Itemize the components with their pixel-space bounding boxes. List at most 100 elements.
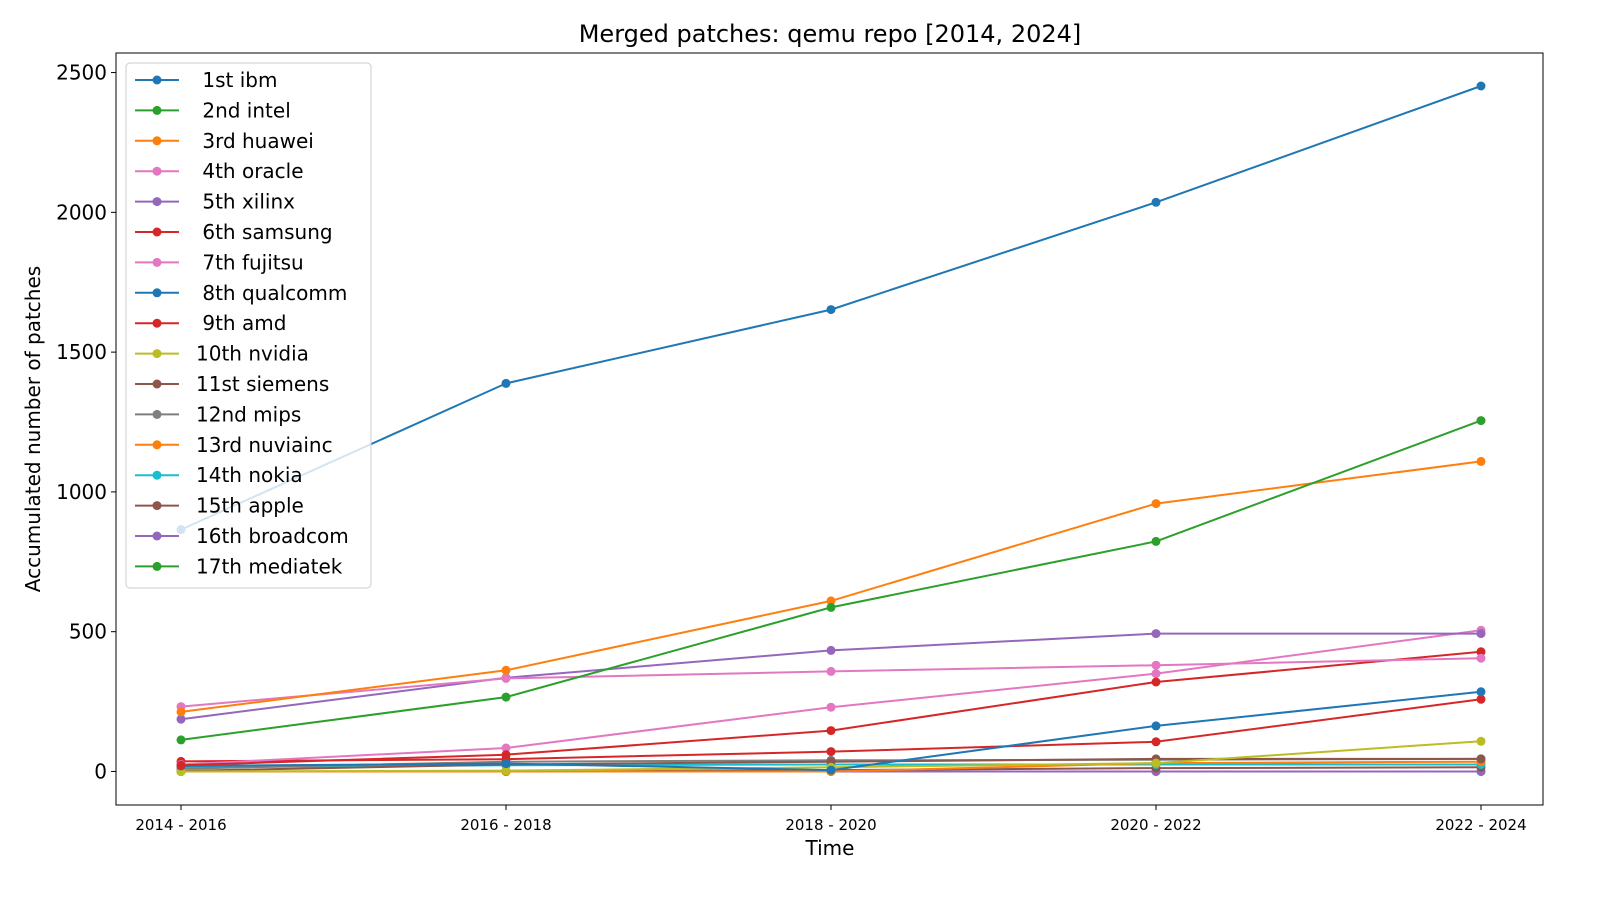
data-point [501,750,511,760]
legend-swatch-marker [152,257,162,267]
legend-label: 14th nokia [196,463,303,487]
y-tick-label: 1500 [56,340,107,364]
data-point [1476,754,1486,764]
y-axis-title: Accumulated number of patches [21,266,45,592]
data-point [176,707,186,717]
legend-label: 15th apple [196,494,304,518]
series-5 [176,647,1486,770]
data-point [1476,647,1486,657]
legend-label: 5th xilinx [196,190,295,214]
data-point [176,714,186,724]
legend-frame [125,62,372,589]
data-point [501,378,511,388]
data-point [1151,721,1161,731]
legend-item: 6th samsung [135,220,333,244]
legend-swatch-marker [152,531,162,541]
series-line [180,419,1482,741]
x-axis-title: Time [805,836,855,860]
legend-item: 4th oracle [135,159,304,183]
legend-item: 14th nokia [135,463,303,487]
y-tick-label: 2500 [56,61,107,85]
data-point [501,692,511,702]
data-point [826,747,836,757]
legend-swatch-marker [152,470,162,480]
legend-item: 15th apple [135,494,304,518]
data-point [1151,197,1161,207]
legend-item: 17th mediatek [135,554,343,578]
data-point [1151,677,1161,687]
data-point [1151,499,1161,509]
legend-label: 4th oracle [196,159,304,183]
legend-item: 5th xilinx [135,190,295,214]
legend-item: 16th broadcom [135,524,349,548]
legend-swatch-marker [152,75,162,85]
legend-item: 11st siemens [135,372,329,396]
legend-label: 17th mediatek [196,554,343,578]
y-tick-label: 0 [94,759,107,783]
legend-label: 16th broadcom [196,524,349,548]
data-point [1476,653,1486,663]
x-tick-label: 2022 - 2024 [1435,816,1526,834]
series-line [180,657,1482,708]
data-point [826,726,836,736]
x-tick-label: 2020 - 2022 [1110,816,1201,834]
legend-swatch-marker [152,561,162,571]
data-point [1476,416,1486,426]
legend-swatch-marker [152,197,162,207]
chart-title: Merged patches: qemu repo [2014, 2024] [579,20,1082,48]
y-tick-label: 2000 [56,200,107,224]
legend-swatch-marker [152,440,162,450]
legend-label: 9th amd [196,311,286,335]
data-point [501,766,511,776]
data-point [826,666,836,676]
legend-item: 9th amd [135,311,286,335]
legend-label: 8th qualcomm [196,281,347,305]
x-tick-label: 2018 - 2020 [785,816,876,834]
data-point [1151,737,1161,747]
data-point [826,602,836,612]
data-point [1151,758,1161,768]
plot-area-frame [115,52,1544,806]
x-tick-label: 2016 - 2018 [460,816,551,834]
data-point [501,759,511,769]
legend-swatch-marker [152,318,162,328]
series-1 [176,416,1486,745]
series-8 [176,694,1486,766]
data-point [826,305,836,315]
legend-label: 1st ibm [196,68,277,92]
legend-label: 11st siemens [196,372,329,396]
series-layer [176,81,1486,776]
legend-label: 10th nvidia [196,342,309,366]
data-point [1151,536,1161,546]
series-2 [176,456,1486,717]
data-point [1151,669,1161,679]
data-point [826,596,836,606]
legend-item: 2nd intel [135,98,291,122]
y-tick-label: 1000 [56,480,107,504]
data-point [1476,629,1486,639]
legend-swatch-marker [152,288,162,298]
legend-swatch-marker [152,501,162,511]
data-point [501,665,511,675]
data-point [1476,694,1486,704]
data-point [1476,456,1486,466]
x-axis: 2014 - 2016 2016 - 2018 2018 - 2020 2020 - … [135,805,1527,834]
legend-swatch-marker [152,227,162,237]
legend-swatch-marker [152,136,162,146]
data-point [501,743,511,753]
data-point [501,673,511,683]
legend-label: 7th fujitsu [196,250,304,274]
legend-item: 12nd mips [135,402,301,426]
x-tick-label: 2014 - 2016 [135,816,226,834]
legend-swatch-marker [152,166,162,176]
series-4 [176,629,1486,724]
legend-item: 8th qualcomm [135,281,347,305]
data-point [1476,81,1486,91]
y-axis: 0 500 1000 1500 2000 2500 [56,61,116,783]
legend-item: 3rd huawei [135,129,314,153]
legend-swatch-marker [152,379,162,389]
series-3 [176,653,1486,712]
data-point [826,765,836,775]
legend-item: 1st ibm [135,68,277,92]
